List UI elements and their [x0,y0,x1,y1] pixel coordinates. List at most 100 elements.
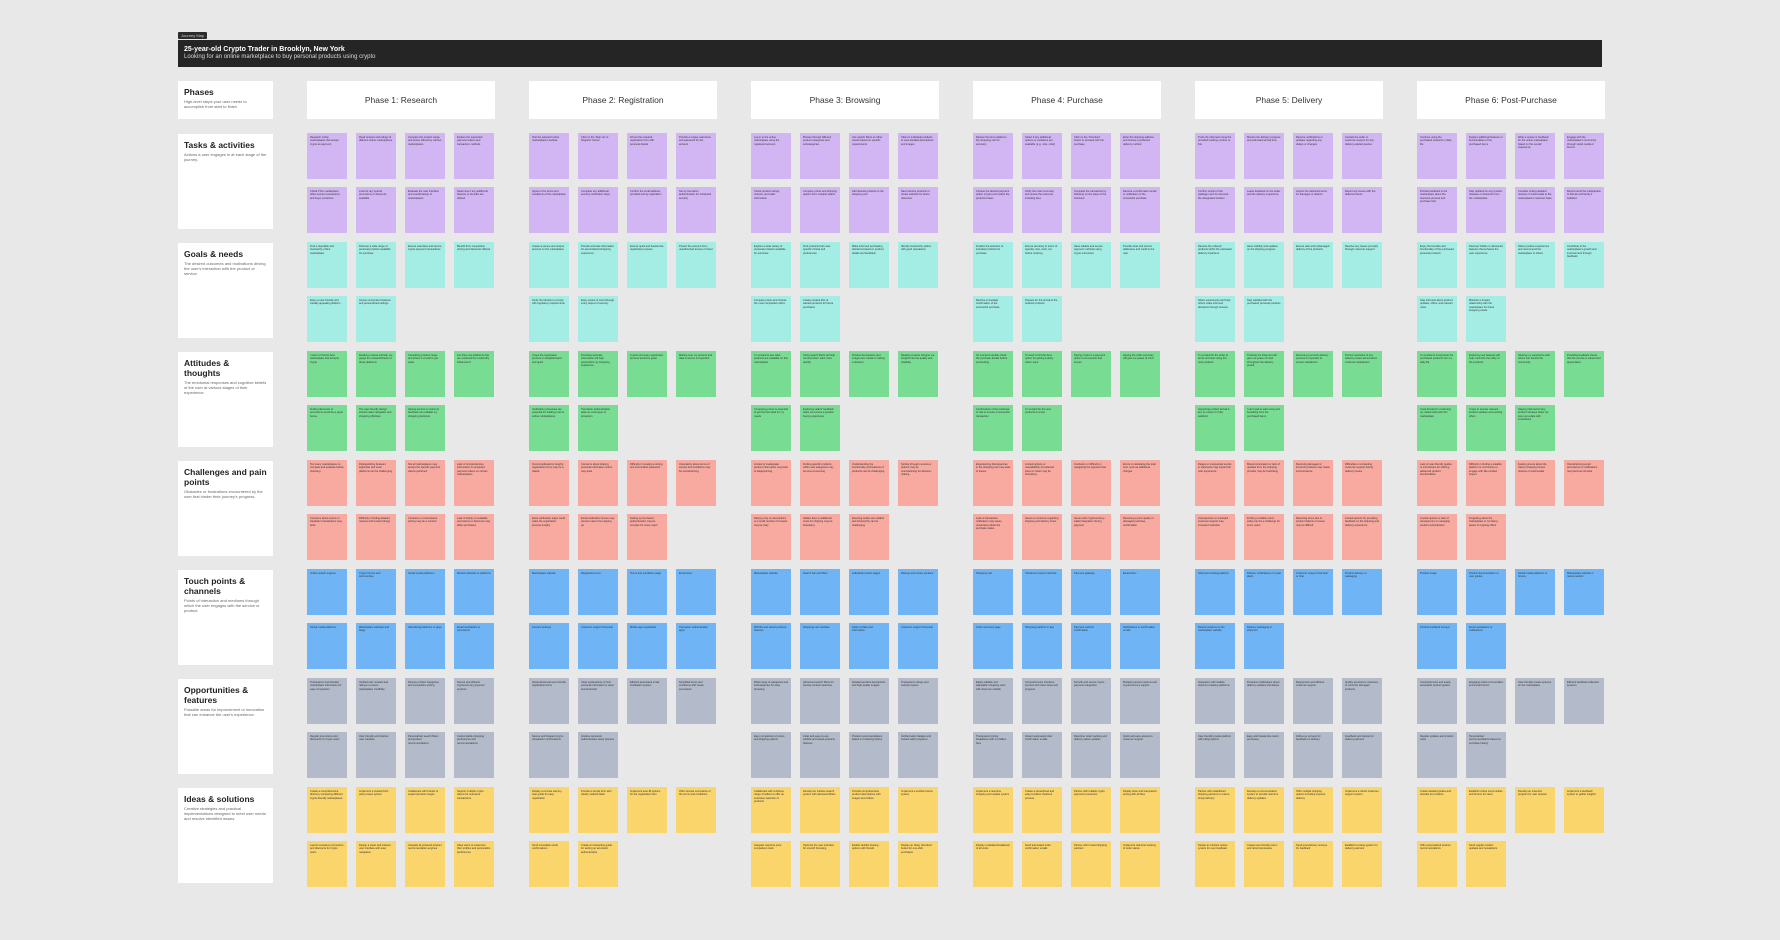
sticky-note[interactable]: Implement real-time tracking of order st… [1120,841,1160,887]
sticky-note[interactable]: Create an interactive guide for setting … [578,841,618,887]
sticky-note[interactable]: Fill out the required registration form … [627,133,667,179]
sticky-note[interactable]: Email newsletters or notifications [1466,623,1506,669]
sticky-note[interactable]: Display a concise step-by-step guide for… [529,787,569,833]
sticky-note[interactable]: Resolve any issues promptly through cust… [1342,242,1382,288]
sticky-note[interactable]: Create curated lists of wanted products … [800,296,840,342]
sticky-note[interactable]: Discover a wide range of personal produc… [356,242,396,288]
sticky-note[interactable]: Review sections on the marketplace websi… [1195,623,1235,669]
sticky-note[interactable]: Display clear and transparent pricing wi… [1120,787,1160,833]
sticky-note[interactable]: Provide a unique username and password f… [676,133,716,179]
sticky-note[interactable]: Intuitive two-factor authentication setu… [578,732,618,778]
sticky-note[interactable]: Easy and hassle-free return processes [1244,732,1284,778]
sticky-note[interactable]: I look forward to continuing my relation… [1417,405,1457,451]
sticky-note[interactable]: Checkout process interface [1022,569,1062,615]
sticky-note[interactable]: Find a reputable and trustworthy online … [307,242,347,288]
sticky-note[interactable]: Ratings and review sections [898,569,938,615]
sticky-note[interactable]: Payment gateway [1071,569,1111,615]
sticky-note[interactable]: Concerns about scams or fraudulent trans… [307,514,347,560]
sticky-note[interactable]: Recommend the marketplace to friends and… [1564,187,1604,233]
sticky-note[interactable]: Prepare for the arrival of the ordered p… [1022,296,1062,342]
sticky-note[interactable]: Display an 'Easy Checkout' button for on… [898,841,938,887]
sticky-note[interactable]: Social media platforms [307,623,347,669]
sticky-note[interactable]: Share experiences and help others make i… [1195,296,1235,342]
sticky-note[interactable]: Research online marketplaces that accept… [307,133,347,179]
sticky-note[interactable]: Set up two-factor authentication for enh… [676,187,716,233]
sticky-note[interactable]: Easy comparison of prices and shipping o… [751,732,791,778]
sticky-note[interactable]: Email inbox [1120,569,1160,615]
sticky-note[interactable]: Two-factor authentication apps [676,623,716,669]
sticky-note[interactable]: Verify the order summary and review the … [1022,187,1062,233]
sticky-note[interactable]: Detailed product descriptions and high-q… [849,678,889,724]
sticky-note[interactable]: Integration with reliable shipment track… [1195,678,1235,724]
sticky-note[interactable]: Uncertainty about terms of service and c… [676,460,716,506]
sticky-note[interactable]: Search bar and filters [800,569,840,615]
sticky-note[interactable]: Shopping cart interface [800,623,840,669]
sticky-note[interactable]: Wide range of categories and subcategori… [751,678,791,724]
sticky-note[interactable]: Making sure my account and data is secur… [676,351,716,397]
sticky-note[interactable]: Customer support channels [578,623,618,669]
sticky-note[interactable]: Terms and conditions page [627,569,667,615]
sticky-note[interactable]: Understanding the functionality and feat… [849,460,889,506]
sticky-note[interactable]: Comparing product range and prices is cr… [405,351,445,397]
sticky-note[interactable]: Experiencing discrepancies in the shoppi… [973,460,1013,506]
sticky-note[interactable]: Hoping the order summary will give me pe… [1120,351,1160,397]
sticky-note[interactable]: Have reliable and secure payment methods… [1071,242,1111,288]
sticky-note[interactable]: Ensure quick and hassle-free registratio… [627,242,667,288]
sticky-note[interactable]: Receive immediate confirmation of the su… [973,296,1013,342]
sticky-note[interactable]: I hope the registration process is strai… [529,351,569,397]
sticky-note[interactable]: Click on individual products to view det… [898,133,938,179]
sticky-note[interactable]: Follow-up surveys for feedback on delive… [1293,732,1333,778]
sticky-note[interactable]: Enjoy peace of mind through every aspect… [578,296,618,342]
sticky-note[interactable]: Receive notifications or updates regardi… [1293,133,1333,179]
sticky-note[interactable]: Create a streamlined and easy-to-follow … [1022,787,1062,833]
sticky-note[interactable]: Using search filters will help me find w… [800,351,840,397]
sticky-note[interactable]: Mobile app registration [627,623,667,669]
sticky-note[interactable]: Check if the marketplace offers secure t… [307,187,347,233]
sticky-note[interactable]: Enjoy the benefits and functionality of … [1417,242,1457,288]
sticky-note[interactable]: Too many marketplaces to compare and eva… [307,460,347,506]
sticky-note[interactable]: Transparent pricing breakdown with no hi… [973,732,1013,778]
sticky-note[interactable]: Regular promotions and discounts for cry… [307,732,347,778]
sticky-note[interactable]: Shopping platform or app [1022,623,1062,669]
sticky-note[interactable]: Miscommunication or lack of updates from… [1244,460,1284,506]
sticky-note[interactable]: Difficulty in creating a strong and memo… [627,460,667,506]
sticky-note[interactable]: Implement a real-time shopping cart upda… [973,787,1013,833]
sticky-note[interactable]: Customizable shopping preferences and re… [454,732,494,778]
sticky-note[interactable]: Log in to the online marketplace using t… [751,133,791,179]
sticky-note[interactable]: Inspecting product arrival is key to ens… [1195,405,1235,451]
sticky-note[interactable]: Order summary page [973,623,1013,669]
sticky-note[interactable]: Confusion or difficulty in navigating th… [1071,460,1111,506]
sticky-note[interactable]: Difficulty in finding a suitable platfor… [1466,460,1506,506]
sticky-note[interactable]: Confusion or inconsistent pricing may be… [405,514,445,560]
sticky-note[interactable]: Not all marketplaces may accept the spec… [405,460,445,506]
sticky-note[interactable]: Quick and easy access to customer suppor… [1120,732,1160,778]
sticky-note[interactable]: Send regular product updates and newslet… [1466,841,1506,887]
sticky-note[interactable]: Issues or concerns regarding shipping an… [1022,514,1062,560]
sticky-note[interactable]: Enjoy a user-friendly and visually appea… [307,296,347,342]
sticky-note[interactable]: Limited options or unavailability of pre… [1022,460,1062,506]
sticky-note[interactable]: Hidden fees or additional costs for ship… [800,514,840,560]
sticky-note[interactable]: Product recommendations based on browsin… [849,732,889,778]
sticky-note[interactable]: Evaluate the user interface and overall … [405,187,445,233]
phase-4-header[interactable]: Phase 4: Purchase [973,81,1161,119]
sticky-note[interactable]: Regular updates and product news [1417,732,1457,778]
sticky-note[interactable]: Product delivery or packaging [1342,569,1382,615]
sticky-note[interactable]: Collaborate with a diverse range of sell… [751,787,791,833]
phase-6-header[interactable]: Phase 6: Post-Purchase [1417,81,1605,119]
sticky-note[interactable]: Distinguishing between legitimate and sc… [356,460,396,506]
sticky-note[interactable]: Identify trustworthy sellers with good r… [898,242,938,288]
sticky-note[interactable]: I can't wait to start using and benefiti… [1244,405,1284,451]
sticky-note[interactable]: It's crucial to double-check the purchas… [973,351,1013,397]
sticky-note[interactable]: Provide clear and correct addresses and … [1120,242,1160,288]
sticky-note[interactable]: Marketplace website [529,569,569,615]
sticky-note[interactable]: Click on the 'Checkout' button to procee… [1071,133,1111,179]
sticky-note[interactable]: User-friendly review systems on the mark… [1515,678,1555,724]
sticky-note[interactable]: Real-time order tracking and delivery st… [1071,732,1111,778]
sticky-note[interactable]: Implement a feedback system to gather in… [1564,787,1604,833]
sticky-note[interactable]: Provide feedback to the marketplace abou… [1417,187,1457,233]
sticky-note[interactable]: Look for any special promotions or disco… [356,187,396,233]
sticky-note[interactable]: Reading reviews will give me insights in… [898,351,938,397]
sticky-note[interactable]: Offer personalized product recommendatio… [1417,841,1457,887]
sticky-note[interactable]: Finding a reliable return policy can be … [1244,514,1284,560]
sticky-note[interactable]: Share positive experiences and recommend… [1515,242,1555,288]
